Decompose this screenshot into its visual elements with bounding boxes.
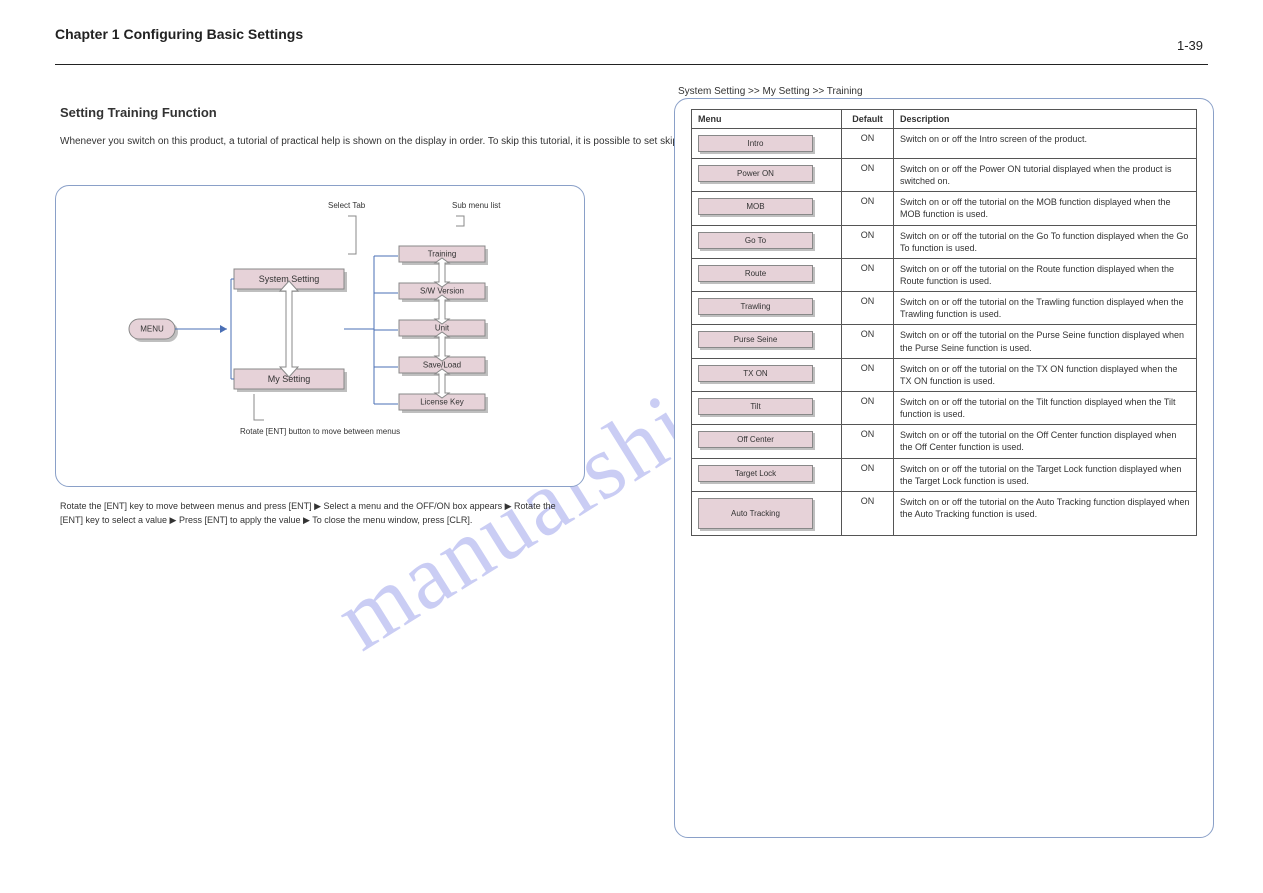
desc-tilt: Switch on or off the tutorial on the Til… (894, 391, 1197, 424)
def-purse-seine: ON (842, 325, 894, 358)
desc-tx-on: Switch on or off the tutorial on the TX … (894, 358, 1197, 391)
node-sw-version: S/W Version (420, 287, 464, 296)
chip-auto-tracking: Auto Tracking (698, 498, 813, 529)
def-tx-on: ON (842, 358, 894, 391)
node-license-key: License Key (420, 398, 464, 407)
def-trawling: ON (842, 292, 894, 325)
table-row: Power ON ON Switch on or off the Power O… (692, 159, 1197, 192)
desc-route: Switch on or off the tutorial on the Rou… (894, 258, 1197, 291)
th-menu: Menu (692, 110, 842, 129)
node-menu: MENU (140, 325, 164, 334)
def-off-center: ON (842, 425, 894, 458)
section-title: Setting Training Function (60, 105, 217, 120)
table-row: Target Lock ON Switch on or off the tuto… (692, 458, 1197, 491)
desc-mob: Switch on or off the tutorial on the MOB… (894, 192, 1197, 225)
chip-tilt: Tilt (698, 398, 813, 415)
page-number: 1-39 (1177, 38, 1203, 53)
chapter-title: Chapter 1 Configuring Basic Settings (55, 26, 303, 42)
menu-flow-diagram: MENU System Setting My Setting Select Ta… (64, 194, 574, 480)
chip-off-center: Off Center (698, 431, 813, 448)
table-row: Trawling ON Switch on or off the tutoria… (692, 292, 1197, 325)
desc-power-on: Switch on or off the Power ON tutorial d… (894, 159, 1197, 192)
section-subtitle: Whenever you switch on this product, a t… (60, 135, 718, 149)
table-row: Off Center ON Switch on or off the tutor… (692, 425, 1197, 458)
training-table-panel: Menu Default Description Intro ON Switch… (674, 98, 1214, 838)
chip-power-on: Power ON (698, 165, 813, 182)
training-table: Menu Default Description Intro ON Switch… (691, 109, 1197, 536)
chip-tx-on: TX ON (698, 365, 813, 382)
def-goto: ON (842, 225, 894, 258)
chip-intro: Intro (698, 135, 813, 152)
navigation-note: Rotate the [ENT] key to move between men… (60, 500, 580, 527)
def-auto-tracking: ON (842, 491, 894, 535)
chip-route: Route (698, 265, 813, 282)
def-intro: ON (842, 129, 894, 159)
annot-submenu-note: Sub menu list (452, 201, 501, 210)
desc-trawling: Switch on or off the tutorial on the Tra… (894, 292, 1197, 325)
chip-mob: MOB (698, 198, 813, 215)
table-row: Intro ON Switch on or off the Intro scre… (692, 129, 1197, 159)
table-row: Go To ON Switch on or off the tutorial o… (692, 225, 1197, 258)
chip-target-lock: Target Lock (698, 465, 813, 482)
desc-goto: Switch on or off the tutorial on the Go … (894, 225, 1197, 258)
table-row: Auto Tracking ON Switch on or off the tu… (692, 491, 1197, 535)
chip-goto: Go To (698, 232, 813, 249)
node-training: Training (428, 250, 457, 259)
annot-rotate-note-1: Rotate [ENT] button to move between menu… (240, 427, 400, 436)
table-row: MOB ON Switch on or off the tutorial on … (692, 192, 1197, 225)
def-power-on: ON (842, 159, 894, 192)
table-path-title: System Setting >> My Setting >> Training (678, 86, 863, 97)
node-save-load: Save/Load (423, 361, 461, 370)
annot-tab-note: Select Tab (328, 201, 366, 210)
chip-trawling: Trawling (698, 298, 813, 315)
diagram-panel: MENU System Setting My Setting Select Ta… (55, 185, 585, 487)
desc-off-center: Switch on or off the tutorial on the Off… (894, 425, 1197, 458)
desc-target-lock: Switch on or off the tutorial on the Tar… (894, 458, 1197, 491)
table-row: Tilt ON Switch on or off the tutorial on… (692, 391, 1197, 424)
th-description: Description (894, 110, 1197, 129)
desc-purse-seine: Switch on or off the tutorial on the Pur… (894, 325, 1197, 358)
node-unit: Unit (435, 324, 450, 333)
def-route: ON (842, 258, 894, 291)
th-default: Default (842, 110, 894, 129)
chip-purse-seine: Purse Seine (698, 331, 813, 348)
def-tilt: ON (842, 391, 894, 424)
header-rule (55, 64, 1208, 65)
table-row: Purse Seine ON Switch on or off the tuto… (692, 325, 1197, 358)
table-row: Route ON Switch on or off the tutorial o… (692, 258, 1197, 291)
def-target-lock: ON (842, 458, 894, 491)
desc-auto-tracking: Switch on or off the tutorial on the Aut… (894, 491, 1197, 535)
table-row: TX ON ON Switch on or off the tutorial o… (692, 358, 1197, 391)
def-mob: ON (842, 192, 894, 225)
desc-intro: Switch on or off the Intro screen of the… (894, 129, 1197, 159)
